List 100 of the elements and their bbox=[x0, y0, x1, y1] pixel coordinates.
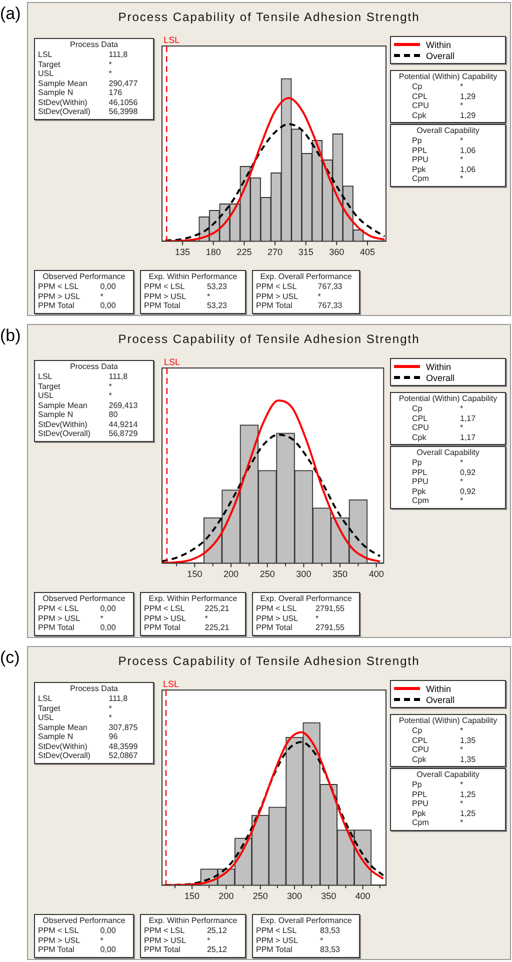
text: USL bbox=[38, 713, 55, 722]
text: PPM < LSL bbox=[256, 926, 298, 936]
text: Sample N bbox=[38, 88, 74, 98]
text: 0,92 bbox=[460, 468, 477, 477]
text: 111,8 bbox=[108, 372, 129, 382]
chart-title: Process Capability of Tensile Adhesion Strength bbox=[117, 332, 421, 346]
text: CPU bbox=[412, 423, 430, 432]
text: Exp. Overall Performance bbox=[259, 916, 353, 926]
text: PPM > USL bbox=[144, 292, 188, 301]
text: Process Data bbox=[68, 362, 120, 372]
text: * bbox=[460, 818, 464, 828]
text: 0,00 bbox=[100, 623, 117, 632]
text: (b) bbox=[0, 326, 21, 346]
text: PPU bbox=[412, 799, 430, 808]
text: 176 bbox=[108, 88, 124, 98]
text: PPM < LSL bbox=[256, 604, 298, 614]
text: Exp. Within Performance bbox=[148, 916, 238, 926]
x-tick-label: 270 bbox=[268, 247, 283, 258]
text: Exp. Within Performance bbox=[148, 594, 238, 604]
text: Cpk bbox=[412, 754, 428, 764]
text: Observed Performance bbox=[42, 916, 126, 926]
text: StDev(Within) bbox=[38, 420, 88, 429]
chart-title: Process Capability of Tensile Adhesion Strength bbox=[117, 654, 421, 668]
text: PPM > USL bbox=[144, 614, 188, 623]
text: Process Data bbox=[68, 40, 120, 50]
x-tick-label: 405 bbox=[360, 247, 376, 258]
text: * bbox=[108, 713, 113, 722]
text: * bbox=[460, 458, 464, 468]
text: USL bbox=[38, 391, 55, 400]
text: Sample N bbox=[38, 732, 74, 742]
text: Ppk bbox=[412, 164, 427, 174]
text: 25,12 bbox=[206, 945, 228, 954]
text: PPM < LSL bbox=[38, 926, 80, 936]
text: 53,23 bbox=[206, 282, 228, 292]
text: Overall Capability bbox=[416, 770, 480, 780]
x-tick-label: 350 bbox=[332, 569, 348, 580]
text: 225,21 bbox=[204, 604, 230, 614]
legend-label: Within bbox=[426, 362, 452, 372]
x-tick-label: 150 bbox=[187, 569, 202, 580]
text: 225,21 bbox=[204, 623, 230, 632]
text: 111,8 bbox=[108, 694, 129, 704]
ref-line-label: LSL bbox=[162, 678, 179, 689]
text: PPM Total bbox=[144, 623, 182, 632]
text: * bbox=[318, 292, 322, 301]
x-tick-label: 300 bbox=[286, 891, 302, 902]
text: * bbox=[460, 82, 464, 92]
text: Overall Capability bbox=[416, 448, 480, 458]
text: * bbox=[460, 477, 464, 486]
text: * bbox=[206, 936, 212, 945]
text: StDev(Within) bbox=[38, 98, 88, 107]
text: PPM Total bbox=[38, 945, 76, 954]
text: Cp bbox=[412, 726, 424, 736]
x-tick-label: 225 bbox=[236, 247, 252, 258]
text: * bbox=[204, 614, 209, 623]
text: 48,3599 bbox=[108, 742, 139, 751]
text: Target bbox=[38, 382, 62, 391]
text: * bbox=[460, 155, 464, 164]
text: Observed Performance bbox=[42, 594, 126, 604]
text: Process Data bbox=[68, 684, 120, 694]
x-tick-label: 300 bbox=[296, 569, 312, 580]
text: PPM < LSL bbox=[38, 282, 80, 292]
text: * bbox=[206, 292, 212, 301]
text: PPM Total bbox=[256, 623, 294, 632]
x-tick-label: 400 bbox=[355, 891, 370, 902]
text: * bbox=[460, 101, 464, 110]
x-tick-label: 180 bbox=[206, 247, 221, 258]
text: 83,53 bbox=[320, 926, 342, 936]
text: * bbox=[460, 423, 464, 432]
text: PPM Total bbox=[256, 945, 294, 954]
text: Overall Capability bbox=[416, 126, 480, 136]
text: Cpm bbox=[412, 174, 430, 184]
text: StDev(Overall) bbox=[38, 107, 92, 116]
text: 1,35 bbox=[460, 736, 477, 745]
text: Sample N bbox=[38, 410, 74, 420]
text: Cpk bbox=[412, 432, 428, 442]
text: 0,00 bbox=[100, 301, 117, 310]
text: 53,23 bbox=[206, 301, 228, 310]
legend-label: Overall bbox=[426, 694, 455, 704]
text: * bbox=[460, 404, 464, 414]
text: PPM > USL bbox=[38, 936, 82, 945]
text: 269,413 bbox=[108, 400, 139, 410]
x-tick-label: 400 bbox=[368, 569, 384, 580]
text: Exp. Within Performance bbox=[148, 272, 238, 282]
text: PPM > USL bbox=[256, 936, 300, 945]
text: Exp. Overall Performance bbox=[259, 272, 353, 282]
text: Ppk bbox=[412, 808, 427, 818]
text: Pp bbox=[412, 780, 423, 790]
text: * bbox=[100, 614, 104, 623]
text: StDev(Overall) bbox=[38, 751, 92, 760]
text: 0,00 bbox=[100, 282, 117, 292]
legend-label: Within bbox=[426, 684, 452, 694]
text: PPM Total bbox=[38, 623, 76, 632]
text: Cpk bbox=[412, 110, 428, 120]
text: 56,8729 bbox=[108, 429, 139, 438]
text: PPM > USL bbox=[256, 614, 300, 623]
text: LSL bbox=[38, 694, 54, 704]
text: 44,9214 bbox=[108, 420, 139, 429]
text: 111,8 bbox=[108, 50, 129, 60]
text: PPM > USL bbox=[256, 292, 300, 301]
x-tick-label: 250 bbox=[252, 891, 268, 902]
